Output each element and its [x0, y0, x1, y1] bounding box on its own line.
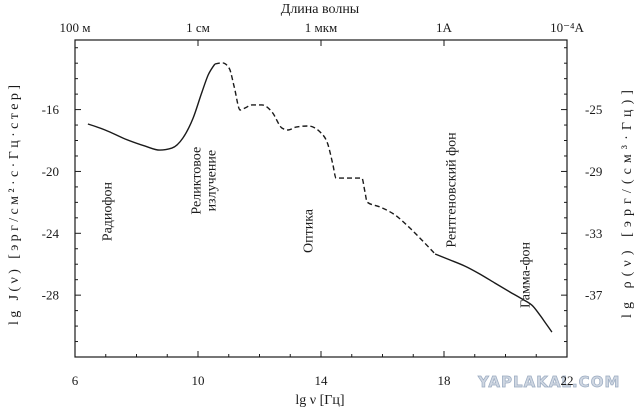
y-tick-label-right: -25 — [585, 102, 602, 117]
y-tick-label-left: -20 — [42, 164, 59, 179]
axis-ticks — [74, 40, 568, 358]
y-tick-label-right: -33 — [585, 226, 602, 241]
top-tick-label: 10⁻⁴A — [550, 20, 584, 35]
spectrum-curve — [87, 62, 553, 333]
x-tick-label: 18 — [438, 373, 451, 388]
spectrum-curve-solid-segment — [434, 253, 553, 333]
y-tick-label-right: -37 — [585, 288, 603, 303]
plot-frame — [74, 39, 568, 358]
annotation-label: Реликтовое — [190, 147, 205, 215]
top-tick-label: 1 мкм — [305, 20, 338, 35]
top-axis-title: Длина волны — [281, 2, 360, 17]
spectrum-curve-dashed-segment — [214, 62, 436, 255]
y-axis-title-right: lg ρ(ν) [эрг/(см³·Гц)] — [620, 90, 635, 318]
x-axis-title: lg ν [Гц] — [295, 393, 344, 408]
spectrum-curve-solid-segment — [87, 63, 216, 151]
axis-tick-labels: 6 10 14 18 22 100 м 1 см 1 мкм 1A 10⁻⁴A -16 -20 -24 -… — [42, 20, 603, 388]
watermark-logo: YAPLAKAL.COM — [477, 373, 620, 391]
annotation-label: излучение — [205, 150, 220, 211]
x-tick-label: 6 — [72, 373, 79, 388]
y-axis-title-left: lg J(ν) [эрг/см²·с·Гц·стер] — [7, 85, 22, 325]
annotation-label: Радиофон — [100, 182, 115, 242]
x-tick-label: 22 — [561, 373, 574, 388]
region-annotations: Радиофон Реликтовое излучение Оптика Рентген… — [100, 132, 533, 308]
x-tick-label: 14 — [315, 373, 329, 388]
x-tick-label: 10 — [192, 373, 205, 388]
y-tick-label-left: -28 — [42, 288, 59, 303]
y-tick-label-right: -29 — [585, 164, 602, 179]
top-tick-label: 1A — [436, 20, 453, 35]
annotation-label: Оптика — [302, 208, 317, 253]
annotation-label: Гамма-фон — [519, 241, 534, 308]
annotation-label: Рентгеновский фон — [445, 132, 460, 248]
y-tick-label-left: -16 — [42, 102, 60, 117]
top-tick-label: 100 м — [60, 20, 91, 35]
y-tick-label-left: -24 — [42, 226, 60, 241]
top-tick-label: 1 см — [186, 20, 210, 35]
